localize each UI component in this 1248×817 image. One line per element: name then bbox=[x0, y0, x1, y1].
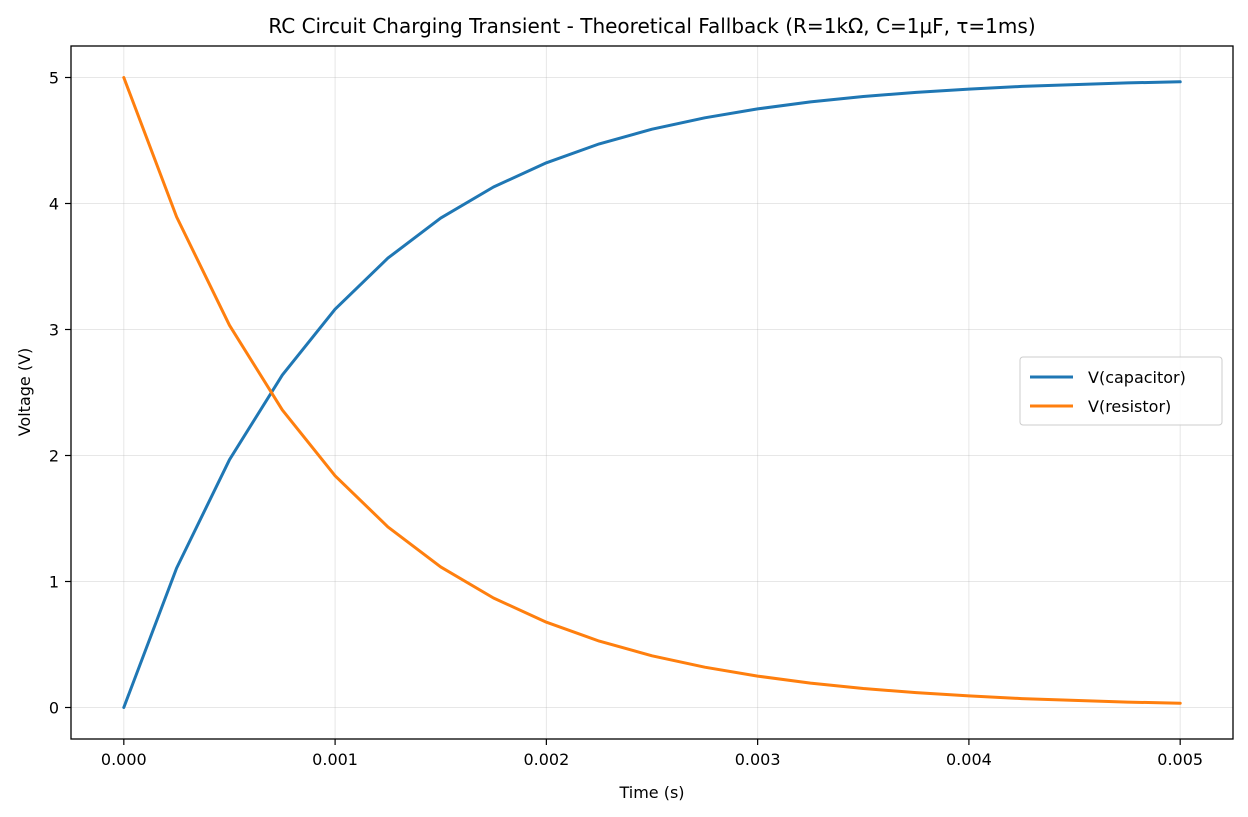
legend-box bbox=[1019, 356, 1223, 426]
legend: V(capacitor) V(resistor) bbox=[1019, 356, 1223, 426]
plot-frame bbox=[70, 45, 1234, 740]
y-tick-label: 4 bbox=[49, 195, 59, 214]
legend-label-resistor: V(resistor) bbox=[1088, 397, 1171, 416]
x-tick-label: 0.001 bbox=[312, 750, 358, 769]
x-axis-label: Time (s) bbox=[618, 783, 684, 802]
x-tick-label: 0.005 bbox=[1157, 750, 1203, 769]
axis-ticks: 0.000 0.001 0.002 0.003 0.004 0.005 0 1 2 3 4 5 bbox=[49, 69, 1203, 770]
y-tick-label: 2 bbox=[49, 447, 59, 466]
resistor-voltage-line bbox=[122, 76, 1182, 705]
chart-title: RC Circuit Charging Transient - Theoreti… bbox=[268, 14, 1035, 38]
x-tick-label: 0.003 bbox=[735, 750, 781, 769]
y-tick-label: 3 bbox=[49, 321, 59, 340]
x-tick-label: 0.004 bbox=[946, 750, 992, 769]
series-lines bbox=[122, 76, 1182, 709]
y-tick-label: 5 bbox=[49, 69, 59, 88]
y-tick-label: 0 bbox=[49, 699, 59, 718]
x-tick-label: 0.002 bbox=[523, 750, 569, 769]
legend-label-capacitor: V(capacitor) bbox=[1088, 368, 1186, 387]
y-tick-label: 1 bbox=[49, 573, 59, 592]
x-tick-label: 0.000 bbox=[101, 750, 147, 769]
y-axis-label: Voltage (V) bbox=[15, 348, 34, 437]
capacitor-voltage-line bbox=[122, 80, 1182, 709]
